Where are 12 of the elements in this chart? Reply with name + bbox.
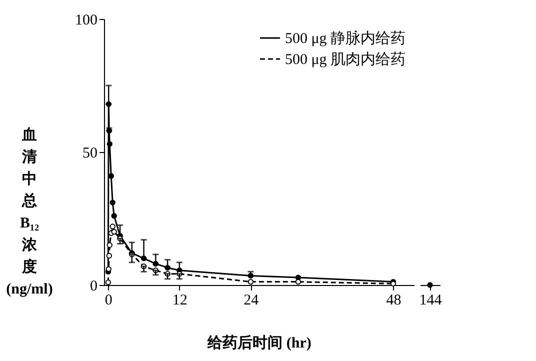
legend-label: 500 μg 肌肉内给药 xyxy=(285,51,406,68)
y-tick-label: 0 xyxy=(90,278,98,294)
x-tick-label: 0 xyxy=(104,292,112,308)
x-tick-label: 48 xyxy=(386,292,402,308)
legend-label: 500 μg 静脉内给药 xyxy=(285,30,406,47)
y-tick-label: 100 xyxy=(75,12,98,28)
y-axis-title: 血清中总B₁₂浓度(ng/ml) xyxy=(6,126,53,298)
x-tick-label: 24 xyxy=(244,292,260,308)
y-tick-label: 50 xyxy=(82,146,98,162)
x-tick-label: 144 xyxy=(419,292,442,308)
x-axis-title: 给药后时间 (hr) xyxy=(206,334,312,352)
x-tick-label: 12 xyxy=(172,292,188,308)
